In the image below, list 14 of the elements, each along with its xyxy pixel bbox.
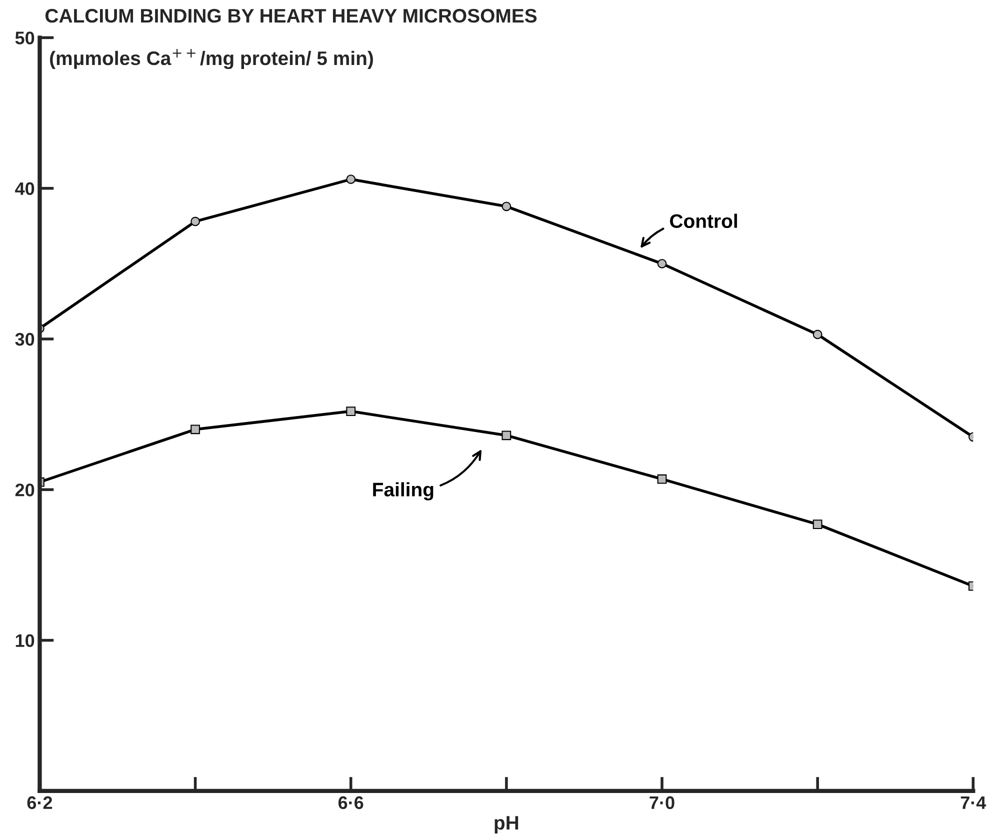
- x-tick-label: 7·0: [650, 796, 674, 810]
- x-tick-label: 6·2: [27, 796, 52, 810]
- y-tick-label: 10: [16, 634, 34, 648]
- x-tick-label: 7·4: [960, 796, 986, 809]
- y-tick-label: 50: [15, 32, 34, 44]
- y-tick-label: 20: [15, 484, 34, 496]
- y-tick-label: 40: [15, 182, 34, 196]
- text: Failing: [373, 482, 434, 500]
- y-tick-label: 30: [15, 332, 34, 346]
- series-label: Control: [670, 214, 737, 228]
- x-tick-label: 6·6: [338, 796, 364, 810]
- y-axis-title: (mμmoles Ca$^{++}$/mg protein/ 5 min): [50, 48, 373, 70]
- chart-title: CALCIUM BINDING BY HEART HEAVY MICROSOMES: [45, 8, 537, 23]
- x-axis-title: pH: [494, 816, 518, 834]
